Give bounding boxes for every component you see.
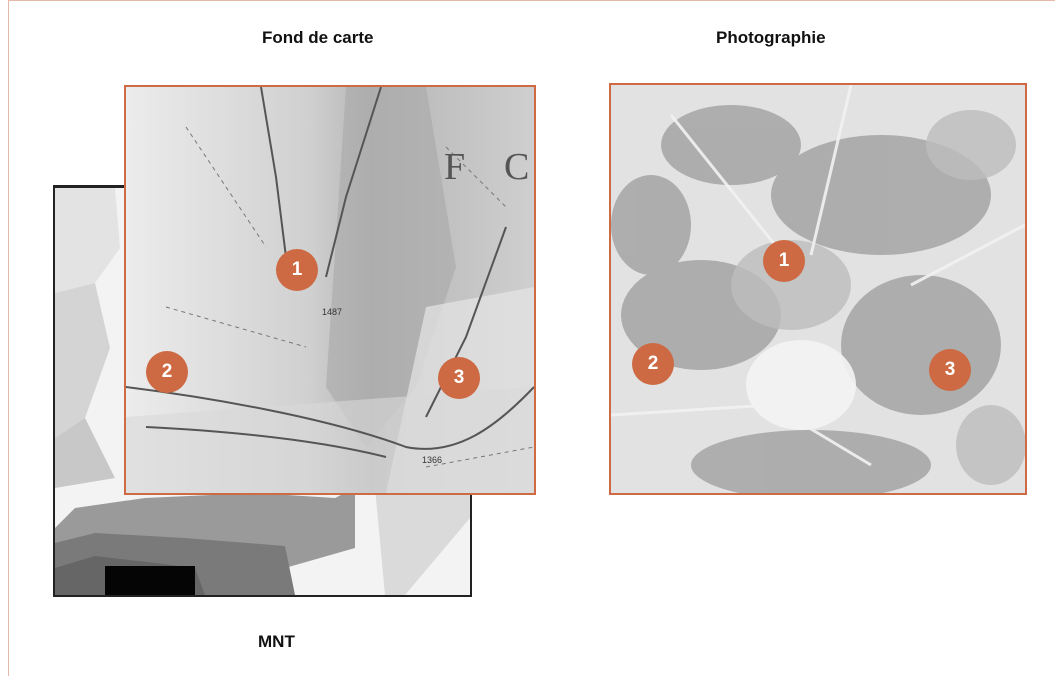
photo-marker-1: 1 [763, 240, 805, 282]
photo-label: Photographie [716, 28, 826, 47]
aerial-photo-image [611, 85, 1025, 493]
map-marker-1: 1 [276, 249, 318, 291]
photo-panel [609, 83, 1027, 495]
map-letter-c: C [504, 146, 529, 188]
photo-marker-3: 3 [929, 349, 971, 391]
topographic-map-image: F C 1487 1366 [126, 87, 534, 493]
dem-label: MNT [258, 632, 295, 651]
figure-frame [8, 0, 1055, 676]
photo-marker-2: 2 [632, 343, 674, 385]
map-marker-2: 2 [146, 351, 188, 393]
map-label: Fond de carte [262, 28, 374, 47]
map-marker-3: 3 [438, 357, 480, 399]
map-altitude-2: 1366 [422, 455, 442, 465]
map-panel: F C 1487 1366 [124, 85, 536, 495]
map-altitude-1: 1487 [322, 307, 342, 317]
map-letter-f: F [444, 146, 465, 188]
